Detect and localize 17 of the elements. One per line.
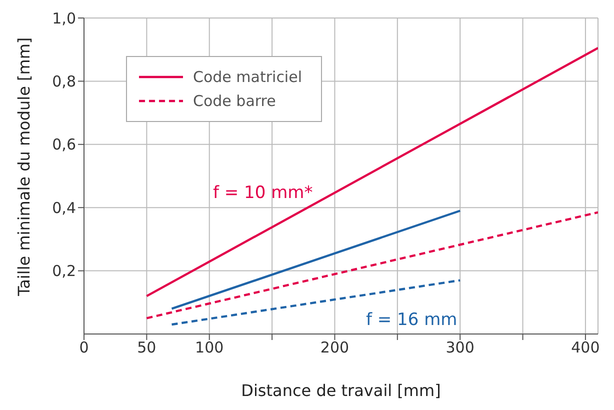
y-axis-title: Taille minimale du module [mm] bbox=[14, 37, 34, 297]
y-tick-label: 0,2 bbox=[52, 262, 76, 280]
x-tick-label: 200 bbox=[320, 338, 350, 357]
x-tick-label: 50 bbox=[137, 338, 156, 357]
y-tick-label: 0,4 bbox=[52, 198, 76, 217]
legend-label: Code matriciel bbox=[193, 67, 302, 88]
x-tick-label: 300 bbox=[446, 338, 474, 357]
y-tick-label: 1,0 bbox=[52, 9, 76, 28]
y-tick-label: 0,6 bbox=[52, 136, 76, 154]
x-tick-label: 400 bbox=[571, 338, 600, 357]
x-axis-title: Distance de travail [mm] bbox=[241, 381, 441, 400]
x-tick-label: 100 bbox=[195, 338, 224, 357]
annotation: f = 10 mm* bbox=[213, 183, 313, 203]
legend-label: Code barre bbox=[193, 91, 276, 112]
annotation: f = 16 mm bbox=[366, 310, 458, 330]
y-tick-label: 0,8 bbox=[52, 72, 76, 91]
x-tick-label: 0 bbox=[79, 338, 89, 357]
